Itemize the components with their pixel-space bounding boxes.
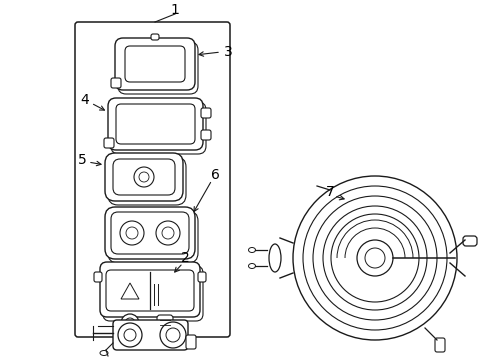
FancyBboxPatch shape [108, 157, 185, 205]
FancyBboxPatch shape [103, 266, 203, 321]
FancyBboxPatch shape [111, 78, 121, 88]
FancyBboxPatch shape [434, 338, 444, 352]
Circle shape [312, 196, 436, 320]
Polygon shape [121, 283, 139, 299]
FancyBboxPatch shape [111, 212, 189, 254]
Ellipse shape [268, 244, 281, 272]
FancyBboxPatch shape [113, 159, 175, 195]
Text: 3: 3 [223, 45, 232, 59]
Circle shape [125, 318, 135, 328]
FancyBboxPatch shape [462, 236, 476, 246]
FancyBboxPatch shape [105, 207, 195, 259]
FancyBboxPatch shape [201, 130, 210, 140]
FancyBboxPatch shape [75, 22, 229, 337]
Circle shape [162, 227, 174, 239]
FancyBboxPatch shape [111, 102, 205, 154]
Circle shape [124, 329, 136, 341]
Circle shape [356, 240, 392, 276]
FancyBboxPatch shape [157, 315, 173, 329]
Text: 4: 4 [81, 93, 89, 107]
Circle shape [121, 314, 139, 332]
Circle shape [118, 323, 142, 347]
FancyBboxPatch shape [94, 272, 102, 282]
FancyBboxPatch shape [108, 98, 203, 150]
Ellipse shape [248, 264, 255, 269]
Text: 2: 2 [180, 251, 189, 265]
FancyBboxPatch shape [104, 138, 114, 148]
Circle shape [323, 206, 426, 310]
FancyBboxPatch shape [198, 272, 205, 282]
Ellipse shape [100, 351, 108, 356]
FancyBboxPatch shape [113, 320, 187, 350]
FancyBboxPatch shape [151, 34, 159, 40]
FancyBboxPatch shape [100, 262, 200, 317]
Text: 6: 6 [210, 168, 219, 182]
Circle shape [292, 176, 456, 340]
Text: 1: 1 [170, 3, 179, 17]
FancyBboxPatch shape [116, 104, 195, 144]
Circle shape [134, 167, 154, 187]
Circle shape [139, 172, 149, 182]
FancyBboxPatch shape [108, 211, 198, 263]
FancyBboxPatch shape [105, 153, 183, 201]
FancyBboxPatch shape [201, 108, 210, 118]
Circle shape [364, 248, 384, 268]
Text: 5: 5 [78, 153, 86, 167]
Circle shape [160, 322, 185, 348]
Circle shape [156, 221, 180, 245]
Circle shape [303, 186, 446, 330]
Circle shape [330, 214, 418, 302]
Ellipse shape [248, 248, 255, 252]
FancyBboxPatch shape [125, 46, 184, 82]
Text: 7: 7 [325, 185, 334, 199]
FancyBboxPatch shape [115, 38, 195, 90]
FancyBboxPatch shape [185, 335, 196, 349]
FancyBboxPatch shape [118, 42, 198, 94]
Circle shape [165, 328, 180, 342]
FancyBboxPatch shape [106, 270, 194, 311]
Circle shape [120, 221, 143, 245]
Circle shape [126, 227, 138, 239]
